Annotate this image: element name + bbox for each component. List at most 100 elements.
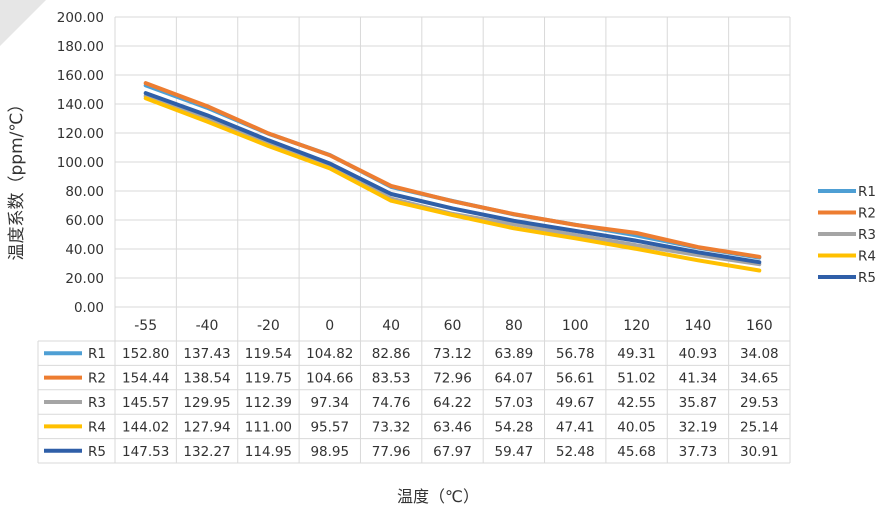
table-cell: 37.73 (679, 444, 718, 460)
table-cell: 73.32 (372, 419, 411, 435)
y-tick-label: 160.00 (57, 68, 104, 84)
table-cell: 154.44 (122, 371, 169, 387)
table-cell: 40.05 (617, 419, 656, 435)
y-tick-label: 180.00 (57, 39, 104, 55)
table-cell: 145.57 (122, 395, 169, 411)
x-tick-label: 140 (685, 318, 712, 334)
series-line (143, 96, 762, 273)
table-cell: 82.86 (372, 346, 411, 362)
table-cell: 97.34 (310, 395, 349, 411)
table-cell: 77.96 (372, 444, 411, 460)
series-line (143, 81, 762, 259)
table-cell: 73.12 (433, 346, 472, 362)
x-tick-label: 160 (746, 318, 773, 334)
x-tick-label: 60 (444, 318, 462, 334)
legend: R1 R2 R3 R4 R5 (818, 184, 876, 286)
y-tick-label: 20.00 (65, 271, 104, 287)
legend-label: R1 (858, 184, 876, 200)
y-axis-ticks: 0.00 20.00 40.00 60.00 80.00 100.00 120.00 140.… (57, 10, 104, 316)
table-series-name: R4 (88, 419, 106, 435)
table-cell: 40.93 (679, 346, 718, 362)
table-cell: 64.22 (433, 395, 472, 411)
series-line (143, 91, 762, 265)
x-tick-label: -55 (134, 318, 157, 334)
table-cell: 129.95 (183, 395, 230, 411)
x-tick-label: 100 (562, 318, 589, 334)
y-tick-label: 140.00 (57, 97, 104, 113)
x-tick-label: 120 (623, 318, 650, 334)
table-series-name: R5 (88, 444, 106, 460)
y-tick-label: 40.00 (65, 242, 104, 258)
table-cell: 137.43 (183, 346, 230, 362)
table-cell: 42.55 (617, 395, 656, 411)
table-cell: 59.47 (495, 444, 534, 460)
x-tick-label: 40 (382, 318, 400, 334)
table-series-name: R1 (88, 346, 106, 362)
table-cell: 132.27 (183, 444, 230, 460)
table-cell: 30.91 (740, 444, 779, 460)
table-cell: 56.78 (556, 346, 595, 362)
table-series-name: R2 (88, 371, 106, 387)
y-tick-label: 60.00 (65, 213, 104, 229)
table-cell: 144.02 (122, 419, 169, 435)
table-cell: 72.96 (433, 371, 472, 387)
x-tick-label: -20 (257, 318, 280, 334)
table-cell: 63.89 (495, 346, 534, 362)
table-cell: 35.87 (679, 395, 718, 411)
table-cell: 49.67 (556, 395, 595, 411)
table-cell: 95.57 (310, 419, 349, 435)
table-cell: 49.31 (617, 346, 656, 362)
y-tick-label: 0.00 (74, 300, 104, 316)
table-cell: 67.97 (433, 444, 472, 460)
table-cell: 63.46 (433, 419, 472, 435)
table-cell: 56.61 (556, 371, 595, 387)
corner-decoration (0, 0, 46, 46)
series-lines (143, 81, 762, 273)
table-cell: 74.76 (372, 395, 411, 411)
legend-label: R5 (858, 270, 876, 286)
table-cell: 127.94 (183, 419, 230, 435)
table-cell: 111.00 (245, 419, 292, 435)
table-cell: 57.03 (495, 395, 534, 411)
legend-label: R4 (858, 249, 876, 265)
legend-label: R2 (858, 206, 876, 222)
table-cell: 51.02 (617, 371, 656, 387)
table-cell: 47.41 (556, 419, 595, 435)
data-table: -55 -40 -20 0 40 60 80 100 120 140 160 R1 152.80 137.… (37, 318, 790, 464)
x-tick-label: 80 (505, 318, 523, 334)
table-cell: 52.48 (556, 444, 595, 460)
table-cell: 34.08 (740, 346, 779, 362)
table-cell: 64.07 (495, 371, 534, 387)
table-cell: 98.95 (310, 444, 349, 460)
y-tick-label: 200.00 (57, 10, 104, 26)
table-cell: 34.65 (740, 371, 779, 387)
table-cell: 104.82 (306, 346, 353, 362)
table-cell: 152.80 (122, 346, 169, 362)
table-cell: 83.53 (372, 371, 411, 387)
table-cell: 54.28 (495, 419, 534, 435)
y-axis-label: 温度系数（ppm/℃） (7, 96, 27, 261)
table-cell: 32.19 (679, 419, 718, 435)
table-cell: 119.75 (245, 371, 292, 387)
table-cell: 138.54 (183, 371, 230, 387)
y-tick-label: 80.00 (65, 184, 104, 200)
table-cell: 25.14 (740, 419, 779, 435)
table-cell: 29.53 (740, 395, 779, 411)
gridlines (114, 16, 791, 463)
table-cell: 112.39 (245, 395, 292, 411)
x-tick-label: 0 (325, 318, 334, 334)
table-series-name: R3 (88, 395, 106, 411)
table-cell: 147.53 (122, 444, 169, 460)
table-cell: 114.95 (245, 444, 292, 460)
legend-label: R3 (858, 227, 876, 243)
table-cell: 104.66 (306, 371, 353, 387)
y-tick-label: 120.00 (57, 126, 104, 142)
table-cell: 119.54 (245, 346, 292, 362)
x-tick-label: -40 (196, 318, 219, 334)
y-tick-label: 100.00 (57, 155, 104, 171)
table-cell: 45.68 (617, 444, 656, 460)
table-cell: 41.34 (679, 371, 718, 387)
x-axis-label: 温度（℃） (397, 487, 479, 506)
